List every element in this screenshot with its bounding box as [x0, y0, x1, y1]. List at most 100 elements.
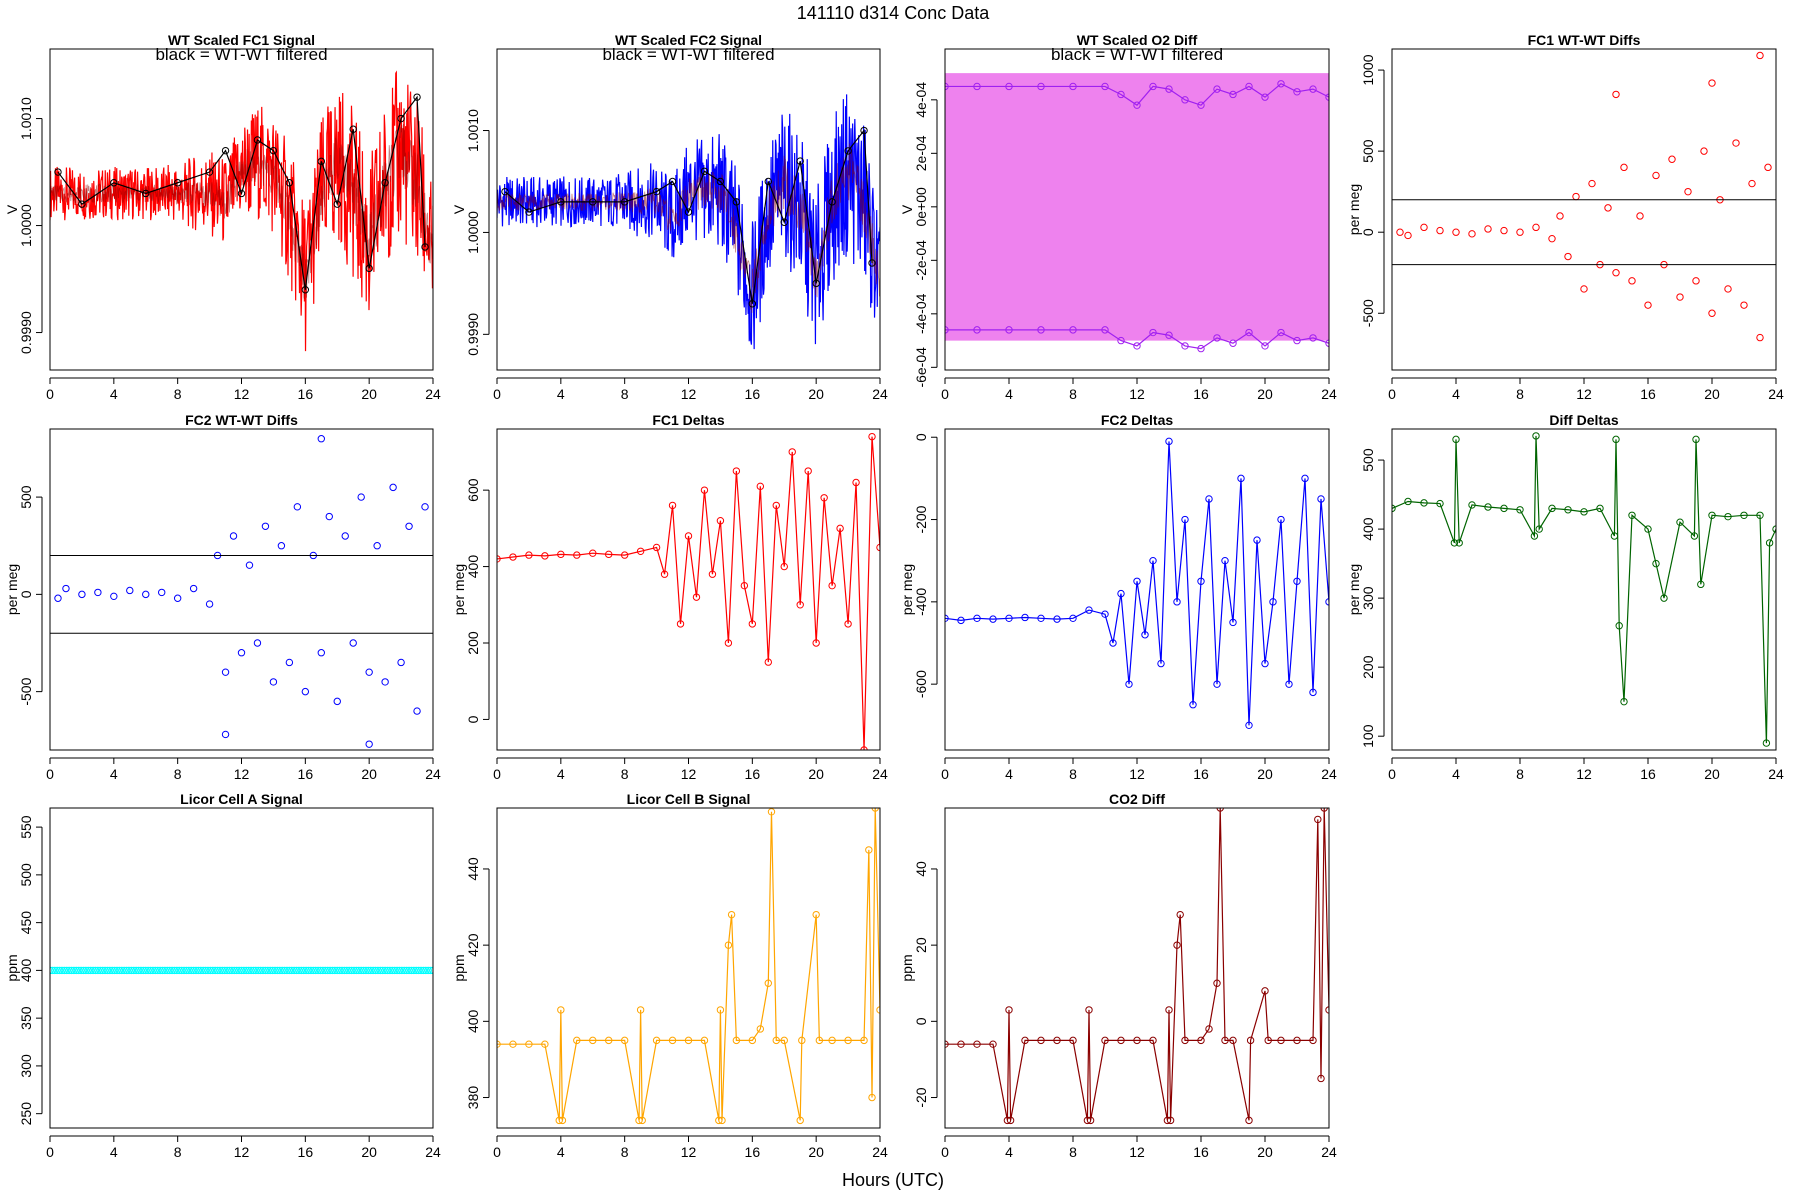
data-point: [1213, 979, 1221, 987]
data-point: [78, 200, 86, 208]
data-point: [973, 82, 981, 91]
data-point: [412, 966, 420, 975]
data-point: [312, 966, 320, 975]
plot-frame: [496, 48, 881, 371]
panel-title: Licor Cell B Signal: [627, 791, 751, 807]
data-point: [221, 668, 230, 676]
data-point: [660, 570, 669, 578]
data-point: [1133, 577, 1141, 585]
data-point: [319, 966, 327, 975]
data-point: [740, 581, 749, 590]
data-point: [652, 1036, 661, 1045]
data-point: [1690, 532, 1699, 540]
data-point: [173, 179, 182, 187]
data-point: [405, 522, 413, 530]
data-point: [237, 189, 246, 198]
data-point: [1037, 1036, 1045, 1045]
data-point: [1317, 1074, 1325, 1083]
data-point: [772, 1036, 780, 1045]
data-point: [261, 966, 270, 975]
x-tick-label: 24: [1768, 386, 1784, 402]
data-point: [812, 910, 820, 919]
y-axis-label: ppm: [899, 954, 915, 981]
plot-area: [497, 432, 880, 750]
y-tick-label: 350: [18, 1006, 34, 1030]
data-point: [338, 966, 346, 975]
data-point: [865, 846, 873, 854]
y-tick-label: 450: [18, 911, 34, 935]
data-point: [1420, 223, 1428, 232]
plot-area: [945, 437, 1329, 730]
data-point: [130, 966, 138, 975]
data-point: [328, 966, 337, 975]
data-point: [53, 966, 61, 975]
data-point: [309, 966, 318, 975]
data-point: [620, 198, 629, 206]
series-line: [504, 128, 873, 304]
data-point: [383, 966, 392, 975]
x-tick-label: 20: [1257, 1144, 1273, 1160]
data-point: [1101, 1036, 1109, 1045]
data-point: [192, 966, 200, 975]
y-axis-label: V: [899, 204, 915, 214]
x-tick-label: 24: [1321, 766, 1337, 782]
x-tick-label: 8: [1516, 766, 1524, 782]
data-point: [1596, 504, 1604, 513]
data-point: [844, 147, 852, 155]
data-point: [333, 966, 341, 975]
data-point: [54, 168, 62, 176]
panel-4: 0 4 8 12 16 20 24 -500 0 500 1000 per meg FC1 WT-WT …: [1346, 32, 1784, 402]
plot-frame: [49, 428, 434, 751]
data-point: [1173, 598, 1181, 606]
data-point: [331, 966, 339, 975]
y-tick-label: 250: [18, 1102, 34, 1126]
data-point: [264, 966, 272, 975]
data-point: [247, 966, 255, 975]
data-point: [836, 524, 844, 533]
data-point: [237, 966, 246, 975]
panel-title: FC1 WT-WT Diffs: [1528, 32, 1641, 48]
x-tick-label: 16: [298, 386, 314, 402]
data-point: [557, 198, 565, 206]
data-point: [1189, 701, 1197, 709]
data-point: [283, 966, 291, 975]
data-point: [223, 966, 231, 975]
x-tick-label: 4: [110, 1144, 118, 1160]
y-tick-label: 500: [18, 863, 34, 887]
data-point: [1676, 293, 1684, 301]
series-line: [497, 143, 880, 313]
plot-frame: [944, 48, 1330, 371]
data-point: [1668, 155, 1676, 163]
data-point: [86, 966, 95, 975]
data-point: [302, 966, 310, 975]
x-tick-label: 8: [174, 766, 182, 782]
data-point: [1455, 539, 1463, 547]
data-point: [285, 966, 294, 975]
data-point: [173, 594, 182, 602]
data-point: [301, 286, 310, 294]
x-tick-label: 12: [1129, 1144, 1145, 1160]
data-point: [89, 966, 97, 975]
panel-title: CO2 Diff: [1109, 791, 1165, 807]
data-point: [1604, 204, 1612, 212]
data-point: [1293, 336, 1301, 345]
data-point: [374, 966, 382, 975]
data-point: [1325, 598, 1329, 606]
x-tick-label: 12: [234, 766, 250, 782]
data-point: [1309, 1036, 1317, 1045]
data-point: [718, 1116, 726, 1125]
x-tick-label: 4: [557, 386, 565, 402]
data-point: [1149, 82, 1157, 91]
data-point: [50, 966, 57, 975]
data-point: [91, 966, 100, 975]
data-point: [1564, 252, 1572, 261]
data-point: [525, 1040, 533, 1048]
data-point: [58, 966, 66, 975]
data-point: [1221, 1036, 1229, 1045]
data-point: [1229, 1036, 1237, 1045]
data-point: [1117, 90, 1125, 99]
data-point: [1003, 1116, 1012, 1125]
data-point: [1612, 90, 1620, 99]
data-point: [326, 966, 334, 975]
y-tick-label: 420: [465, 933, 481, 957]
